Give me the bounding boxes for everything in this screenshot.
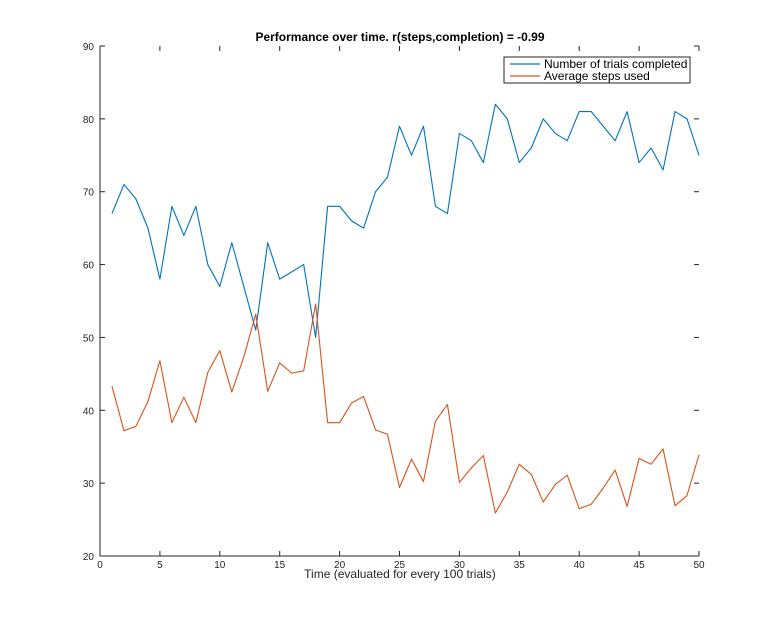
x-tick-label: 40 [574,560,586,571]
legend-entry-1: Average steps used [544,69,650,83]
x-tick-label: 25 [394,560,406,571]
series-layer [111,103,700,514]
x-tick-label: 5 [157,560,163,571]
x-tick-label: 20 [334,560,346,571]
x-tick-label: 45 [634,560,646,571]
x-tick-label: 15 [274,560,286,571]
y-tick-label: 50 [83,333,95,344]
x-tick-label: 0 [97,560,103,571]
x-tick-label: 30 [454,560,466,571]
y-tick-label: 30 [83,479,95,490]
axes: 0 5 10 15 20 25 30 35 40 45 50 20 30 40 50 60 70 80 90 [83,42,705,571]
x-axis-label: Time (evaluated for every 100 trials) [304,567,496,581]
y-tick-label: 60 [83,261,95,272]
legend-box [503,56,691,84]
chart-title: Performance over time. r(steps,completio… [255,30,544,44]
series-line-0 [111,103,700,338]
legend-entry-0: Number of trials completed [544,57,687,71]
x-tick-label: 10 [214,560,226,571]
y-tick-label: 90 [83,42,95,53]
y-tick-label: 70 [83,188,95,199]
series-line-1 [111,303,700,514]
y-tick-label: 40 [83,406,95,417]
x-tick-label: 35 [514,560,526,571]
y-tick-label: 80 [83,115,95,126]
y-tick-label: 20 [83,552,95,563]
x-tick-label: 50 [693,560,705,571]
